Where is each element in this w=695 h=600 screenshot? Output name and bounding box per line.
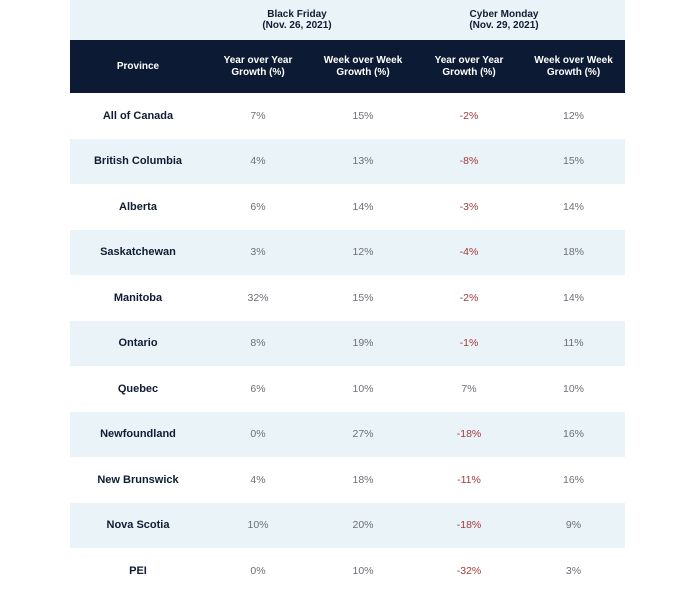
- cell-bf-yoy: 0%: [250, 428, 266, 441]
- cell-cm-yoy: 7%: [461, 382, 477, 395]
- table-row: New Brunswick 4% 18% -11% 16%: [70, 457, 625, 503]
- cell-bf-wow: 27%: [352, 428, 374, 441]
- table-row: British Columbia 4% 13% -8% 15%: [70, 138, 625, 184]
- cell-bf-yoy: 3%: [250, 246, 266, 259]
- header-cm-yoy: Year over Year Growth (%): [434, 54, 504, 78]
- cell-bf-wow: 15%: [352, 291, 374, 304]
- cell-cm-wow: 18%: [562, 246, 584, 259]
- cell-bf-wow: 10%: [352, 382, 374, 395]
- cell-bf-wow: 12%: [352, 246, 374, 259]
- cell-bf-wow: 10%: [352, 564, 374, 577]
- table-body: All of Canada 7% 15% -2% 12% British Columbia…: [70, 93, 625, 594]
- cell-bf-yoy: 32%: [247, 291, 269, 304]
- table-row: Quebec 6% 10% 7% 10%: [70, 366, 625, 412]
- cell-bf-yoy: 10%: [247, 519, 269, 532]
- cell-cm-yoy: -32%: [456, 564, 482, 577]
- cell-cm-wow: 14%: [562, 200, 584, 213]
- table-row: Manitoba 32% 15% -2% 14%: [70, 275, 625, 321]
- cell-cm-wow: 16%: [562, 473, 584, 486]
- growth-table: Black Friday (Nov. 26, 2021) Cyber Monda…: [70, 0, 625, 594]
- table-row: Alberta 6% 14% -3% 14%: [70, 184, 625, 230]
- province-name: Saskatchewan: [100, 246, 176, 259]
- cell-cm-yoy: -8%: [459, 155, 479, 168]
- cell-bf-yoy: 6%: [250, 200, 266, 213]
- cell-cm-wow: 3%: [565, 564, 582, 577]
- cell-cm-yoy: -2%: [459, 291, 479, 304]
- cell-bf-yoy: 4%: [250, 155, 266, 168]
- cell-cm-wow: 10%: [562, 382, 584, 395]
- province-name: All of Canada: [102, 109, 174, 122]
- cell-cm-yoy: -11%: [457, 473, 481, 486]
- cell-cm-wow: 16%: [562, 428, 584, 441]
- column-group-header: Black Friday (Nov. 26, 2021) Cyber Monda…: [70, 0, 625, 40]
- cell-cm-wow: 15%: [562, 155, 584, 168]
- cell-bf-wow: 13%: [352, 155, 374, 168]
- group-label-black-friday: Black Friday (Nov. 26, 2021): [227, 9, 367, 31]
- cell-cm-wow: 14%: [562, 291, 584, 304]
- group-label-cyber-monday: Cyber Monday (Nov. 29, 2021): [434, 9, 574, 31]
- cell-cm-wow: 12%: [562, 109, 584, 122]
- cell-cm-yoy: -18%: [456, 428, 482, 441]
- cell-bf-wow: 18%: [352, 473, 374, 486]
- cell-bf-wow: 14%: [352, 200, 374, 213]
- group-label-cyber-monday-line2: (Nov. 29, 2021): [469, 20, 539, 31]
- cell-bf-yoy: 8%: [250, 337, 266, 350]
- cell-cm-yoy: -4%: [459, 246, 479, 259]
- province-name: New Brunswick: [97, 473, 179, 486]
- cell-bf-yoy: 7%: [250, 109, 266, 122]
- cell-bf-yoy: 0%: [250, 564, 266, 577]
- province-name: PEI: [129, 564, 147, 577]
- cell-bf-yoy: 4%: [250, 473, 266, 486]
- cell-cm-wow: 11%: [563, 337, 584, 350]
- table-row: Ontario 8% 19% -1% 11%: [70, 320, 625, 366]
- table-row: All of Canada 7% 15% -2% 12%: [70, 93, 625, 139]
- cell-cm-yoy: -1%: [459, 337, 479, 350]
- table-row: PEI 0% 10% -32% 3%: [70, 548, 625, 594]
- province-name: Ontario: [118, 337, 158, 350]
- table-row: Newfoundland 0% 27% -18% 16%: [70, 411, 625, 457]
- province-name: Manitoba: [113, 291, 163, 304]
- province-name: British Columbia: [93, 155, 182, 168]
- group-label-cyber-monday-line1: Cyber Monday: [469, 9, 539, 20]
- cell-bf-wow: 15%: [352, 109, 374, 122]
- cell-bf-yoy: 6%: [250, 382, 266, 395]
- column-header-row: Province Year over Year Growth (%) Week …: [70, 40, 625, 93]
- cell-bf-wow: 19%: [352, 337, 374, 350]
- header-cm-wow: Week over Week Growth (%): [534, 54, 613, 78]
- header-province: Province: [116, 60, 160, 72]
- header-bf-yoy: Year over Year Growth (%): [223, 54, 293, 78]
- province-name: Alberta: [119, 200, 157, 213]
- table-row: Saskatchewan 3% 12% -4% 18%: [70, 229, 625, 275]
- province-name: Nova Scotia: [106, 519, 170, 532]
- cell-cm-yoy: -2%: [459, 109, 479, 122]
- group-label-black-friday-line1: Black Friday: [267, 9, 327, 20]
- cell-cm-yoy: -18%: [456, 519, 482, 532]
- table-row: Nova Scotia 10% 20% -18% 9%: [70, 502, 625, 548]
- province-name: Quebec: [117, 382, 159, 395]
- cell-cm-wow: 9%: [565, 519, 582, 532]
- province-name: Newfoundland: [100, 428, 176, 441]
- header-bf-wow: Week over Week Growth (%): [323, 54, 403, 78]
- cell-cm-yoy: -3%: [459, 200, 479, 213]
- group-label-black-friday-line2: (Nov. 26, 2021): [262, 20, 332, 31]
- cell-bf-wow: 20%: [352, 519, 374, 532]
